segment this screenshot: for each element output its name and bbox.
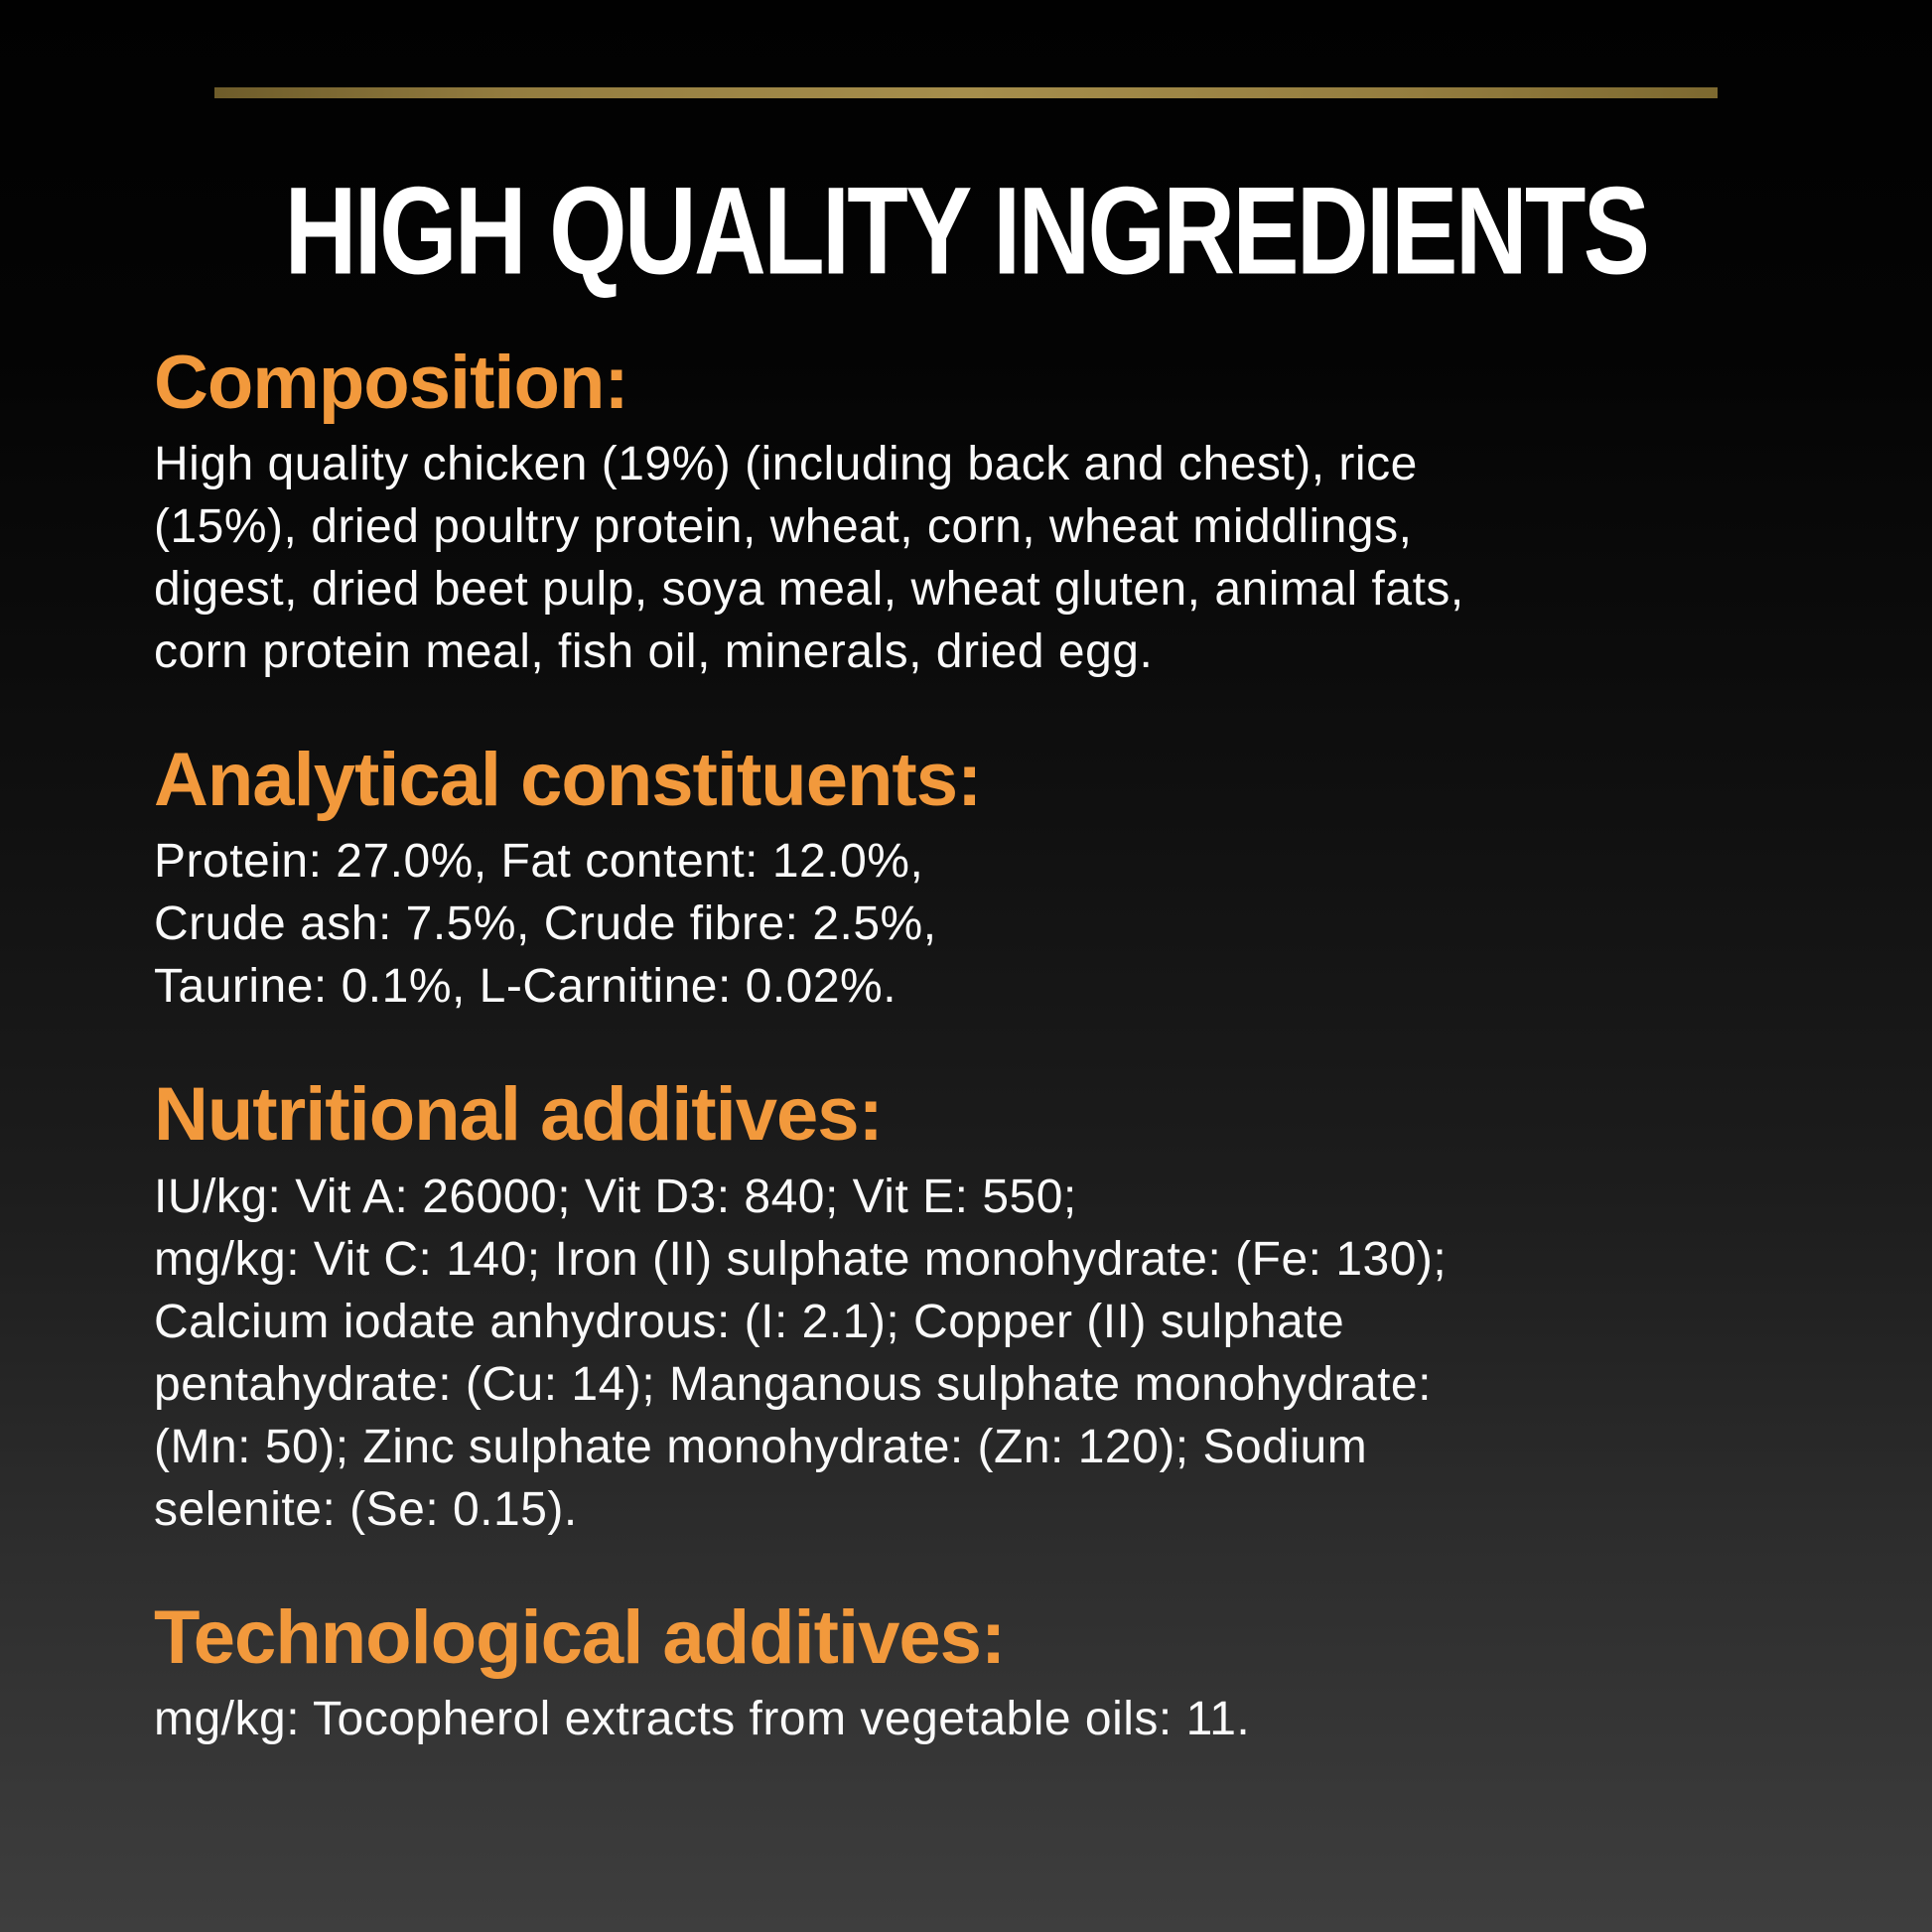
composition-heading: Composition:: [154, 341, 629, 425]
analytical-line: Protein: 27.0%, Fat content: 12.0%,: [154, 835, 924, 889]
section-composition: Composition: High quality chicken (19%) …: [154, 341, 1842, 683]
analytical-line: Taurine: 0.1%, L-Carnitine: 0.02%.: [154, 960, 897, 1014]
composition-line: corn protein meal, fish oil, minerals, d…: [154, 625, 1154, 679]
section-technological-additives: Technological additives: mg/kg: Tocopher…: [154, 1594, 1842, 1750]
composition-line: (15%), dried poultry protein, wheat, cor…: [154, 500, 1413, 554]
composition-line: digest, dried beet pulp, soya meal, whea…: [154, 563, 1464, 617]
nutritional-heading: Nutritional additives:: [154, 1072, 884, 1158]
section-analytical-constituents: Analytical constituents: Protein: 27.0%,…: [154, 738, 1842, 1018]
section-nutritional-additives: Nutritional additives: IU/kg: Vit A: 260…: [154, 1072, 1842, 1540]
nutritional-line: selenite: (Se: 0.15).: [154, 1482, 578, 1536]
nutritional-line: pentahydrate: (Cu: 14); Manganous sulpha…: [154, 1357, 1432, 1411]
analytical-line: Crude ash: 7.5%, Crude fibre: 2.5%,: [154, 897, 937, 951]
technological-line: mg/kg: Tocopherol extracts from vegetabl…: [154, 1692, 1251, 1745]
nutritional-line: IU/kg: Vit A: 26000; Vit D3: 840; Vit E:…: [154, 1170, 1077, 1223]
page-title: HIGH QUALITY INGREDIENTS: [284, 161, 1650, 301]
nutritional-line: (Mn: 50); Zinc sulphate monohydrate: (Zn…: [154, 1420, 1368, 1473]
nutritional-line: Calcium iodate anhydrous: (I: 2.1); Copp…: [154, 1295, 1345, 1348]
composition-line: High quality chicken (19%) (including ba…: [154, 438, 1418, 491]
analytical-heading: Analytical constituents:: [154, 738, 982, 823]
ingredients-panel: Composition: High quality chicken (19%) …: [154, 341, 1842, 1812]
technological-heading: Technological additives:: [154, 1594, 1006, 1680]
nutritional-line: mg/kg: Vit C: 140; Iron (II) sulphate mo…: [154, 1232, 1448, 1286]
gold-divider: [214, 87, 1718, 98]
